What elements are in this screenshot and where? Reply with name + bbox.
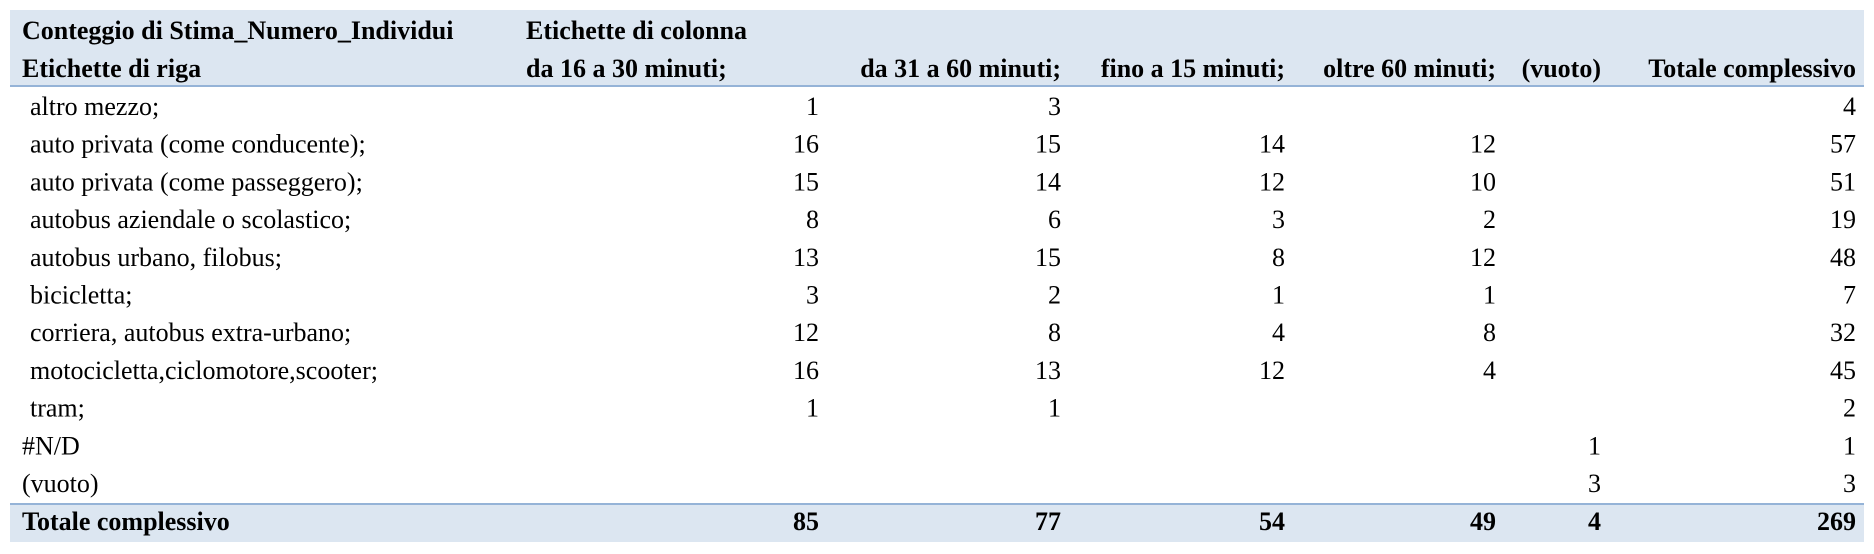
cell-value: 51 (1830, 167, 1856, 196)
cell-value: 15 (1035, 130, 1061, 159)
cell-value: 3 (1272, 205, 1285, 234)
row-title: Etichette di riga (22, 54, 201, 83)
row-label: autobus aziendale o scolastico; (30, 205, 351, 234)
cell-value: 2 (1048, 280, 1061, 309)
corner-title: Conteggio di Stima_Numero_Individui (22, 16, 453, 45)
cell-value: 19 (1830, 205, 1856, 234)
column-header: da 31 a 60 minuti; (860, 54, 1061, 83)
total-value: 49 (1470, 507, 1496, 536)
row-label: auto privata (come conducente); (30, 130, 366, 159)
cell-value: 12 (1470, 130, 1496, 159)
cell-value: 3 (1843, 469, 1856, 498)
cell-value: 2 (1483, 205, 1496, 234)
cell-value: 15 (1035, 243, 1061, 272)
column-header: oltre 60 minuti; (1323, 54, 1496, 83)
cell-value: 1 (1588, 431, 1601, 460)
row-label: motocicletta,ciclomotore,scooter; (30, 356, 378, 385)
cell-value: 2 (1843, 394, 1856, 423)
row-label: altro mezzo; (30, 92, 159, 121)
total-value: 269 (1817, 507, 1856, 536)
row-label: (vuoto) (22, 469, 99, 498)
cell-value: 3 (806, 280, 819, 309)
total-value: 54 (1259, 507, 1285, 536)
row-label: corriera, autobus extra-urbano; (30, 318, 351, 347)
column-header: (vuoto) (1522, 54, 1601, 83)
cell-value: 14 (1035, 167, 1061, 196)
cell-value: 8 (1483, 318, 1496, 347)
cell-value: 4 (1843, 92, 1856, 121)
cell-value: 13 (793, 243, 819, 272)
row-label: #N/D (22, 431, 80, 460)
cell-value: 1 (806, 92, 819, 121)
cell-value: 16 (793, 356, 819, 385)
cell-value: 45 (1830, 356, 1856, 385)
cell-value: 12 (1470, 243, 1496, 272)
cell-value: 16 (793, 130, 819, 159)
cell-value: 1 (806, 394, 819, 423)
column-header: Totale complessivo (1648, 54, 1856, 83)
cell-value: 12 (1259, 356, 1285, 385)
row-label: auto privata (come passeggero); (30, 167, 363, 196)
row-label: bicicletta; (30, 280, 133, 309)
cell-value: 15 (793, 167, 819, 196)
cell-value: 1 (1272, 280, 1285, 309)
cell-value: 1 (1483, 280, 1496, 309)
cell-value: 3 (1048, 92, 1061, 121)
cell-value: 4 (1483, 356, 1496, 385)
cell-value: 8 (806, 205, 819, 234)
cell-value: 6 (1048, 205, 1061, 234)
total-value: 4 (1588, 507, 1601, 536)
row-label: tram; (30, 394, 85, 423)
column-header: da 16 a 30 minuti; (526, 54, 727, 83)
cell-value: 48 (1830, 243, 1856, 272)
total-value: 85 (793, 507, 819, 536)
cell-value: 12 (793, 318, 819, 347)
cell-value: 14 (1259, 130, 1285, 159)
cell-value: 57 (1830, 130, 1856, 159)
header-band (10, 10, 1864, 86)
cell-value: 10 (1470, 167, 1496, 196)
total-value: 77 (1035, 507, 1061, 536)
cell-value: 8 (1048, 318, 1061, 347)
row-label: autobus urbano, filobus; (30, 243, 282, 272)
cell-value: 1 (1048, 394, 1061, 423)
column-title: Etichette di colonna (526, 16, 747, 45)
cell-value: 1 (1843, 431, 1856, 460)
cell-value: 4 (1272, 318, 1285, 347)
cell-value: 7 (1843, 280, 1856, 309)
cell-value: 3 (1588, 469, 1601, 498)
cell-value: 13 (1035, 356, 1061, 385)
total-band (10, 504, 1864, 542)
cell-value: 32 (1830, 318, 1856, 347)
column-header: fino a 15 minuti; (1101, 54, 1285, 83)
cell-value: 12 (1259, 167, 1285, 196)
cell-value: 8 (1272, 243, 1285, 272)
total-label: Totale complessivo (22, 507, 230, 536)
